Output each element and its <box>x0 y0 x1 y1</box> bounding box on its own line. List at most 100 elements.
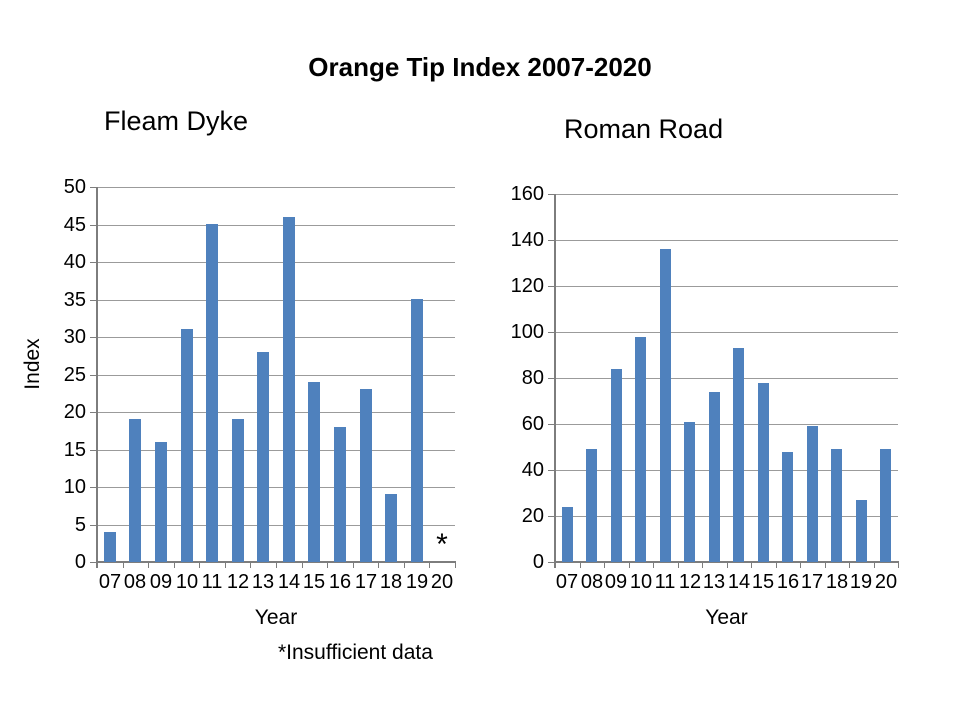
gridline <box>555 516 898 517</box>
x-axis-tick <box>653 563 654 568</box>
gridline <box>97 375 455 376</box>
right-x-axis-label: Year <box>705 606 748 629</box>
bar-17 <box>360 389 372 562</box>
x-tick-label: 09 <box>604 571 628 593</box>
x-tick-label: 08 <box>123 571 147 593</box>
bar-15 <box>758 383 769 562</box>
x-tick-label: 11 <box>201 571 223 593</box>
y-tick-label: 80 <box>521 367 544 389</box>
bar-10 <box>635 337 646 562</box>
y-axis-tick <box>90 375 97 376</box>
y-axis-line <box>96 187 98 568</box>
x-tick-label: 13 <box>251 571 275 593</box>
x-axis-tick <box>604 563 605 568</box>
y-axis-tick <box>90 412 97 413</box>
y-tick-label: 100 <box>510 321 544 343</box>
bar-20 <box>880 449 891 562</box>
x-tick-label: 15 <box>751 571 775 593</box>
x-tick-label: 20 <box>874 571 898 593</box>
gridline <box>97 450 455 451</box>
bar-14 <box>283 217 295 562</box>
x-axis-tick <box>898 563 899 568</box>
x-tick-label: 18 <box>379 571 403 593</box>
y-tick-label: 0 <box>74 551 86 573</box>
x-axis-line <box>554 561 899 563</box>
x-axis-tick <box>776 563 777 568</box>
x-axis-tick <box>751 563 752 568</box>
y-axis-tick <box>90 450 97 451</box>
footnote: *Insufficient data <box>278 641 433 664</box>
bar-09 <box>611 369 622 562</box>
x-tick-label: 16 <box>328 571 352 593</box>
x-axis-tick <box>555 563 556 568</box>
x-axis-tick <box>302 563 303 568</box>
x-tick-label: 10 <box>175 571 199 593</box>
x-tick-label: 18 <box>825 571 849 593</box>
roman-road-chart-title: Roman Road <box>564 114 724 144</box>
y-axis-tick <box>90 487 97 488</box>
annotation-asterisk: * <box>436 528 448 561</box>
x-tick-label: 10 <box>629 571 653 593</box>
x-axis-tick <box>849 563 850 568</box>
x-axis-tick <box>327 563 328 568</box>
x-tick-label: 19 <box>849 571 873 593</box>
x-tick-label: 13 <box>702 571 726 593</box>
x-axis-tick <box>455 563 456 568</box>
y-tick-label: 40 <box>63 251 86 273</box>
gridline <box>97 262 455 263</box>
y-tick-label: 0 <box>532 551 544 573</box>
gridline <box>555 424 898 425</box>
y-tick-label: 30 <box>63 326 86 348</box>
y-tick-label: 120 <box>510 275 544 297</box>
y-tick-label: 15 <box>63 439 86 461</box>
y-axis-tick <box>90 525 97 526</box>
y-axis-tick <box>90 262 97 263</box>
x-tick-label: 16 <box>776 571 800 593</box>
gridline <box>555 194 898 195</box>
y-tick-label: 45 <box>63 214 86 236</box>
x-axis-tick <box>353 563 354 568</box>
y-tick-label: 140 <box>510 229 544 251</box>
bar-08 <box>129 419 141 562</box>
x-axis-tick <box>429 563 430 568</box>
x-axis-tick <box>276 563 277 568</box>
y-axis-line <box>554 194 556 568</box>
gridline <box>555 470 898 471</box>
gridline <box>555 332 898 333</box>
gridline <box>97 187 455 188</box>
x-tick-label: 07 <box>98 571 122 593</box>
y-tick-label: 20 <box>63 401 86 423</box>
bar-13 <box>709 392 720 562</box>
x-tick-label: 12 <box>226 571 250 593</box>
x-axis-tick <box>123 563 124 568</box>
x-axis-tick <box>378 563 379 568</box>
y-tick-label: 35 <box>63 289 86 311</box>
bar-14 <box>733 348 744 562</box>
gridline <box>555 378 898 379</box>
gridline <box>97 300 455 301</box>
x-tick-label: 15 <box>302 571 326 593</box>
y-tick-label: 50 <box>63 176 86 198</box>
x-tick-label: 19 <box>405 571 429 593</box>
y-axis-tick <box>548 332 555 333</box>
x-axis-tick <box>727 563 728 568</box>
gridline <box>97 337 455 338</box>
y-axis-tick <box>90 225 97 226</box>
bar-11 <box>206 224 218 562</box>
y-axis-tick <box>548 470 555 471</box>
y-axis-tick <box>90 300 97 301</box>
x-axis-tick <box>174 563 175 568</box>
y-tick-label: 40 <box>521 459 544 481</box>
page-title: Orange Tip Index 2007-2020 <box>308 52 652 82</box>
y-axis-tick <box>548 562 555 563</box>
x-axis-tick <box>800 563 801 568</box>
y-axis-tick <box>548 378 555 379</box>
bar-08 <box>586 449 597 562</box>
y-axis-tick <box>90 187 97 188</box>
gridline <box>97 487 455 488</box>
bar-13 <box>257 352 269 562</box>
x-tick-label: 17 <box>800 571 824 593</box>
y-axis-tick <box>548 424 555 425</box>
left-x-axis-label: Year <box>254 606 298 629</box>
